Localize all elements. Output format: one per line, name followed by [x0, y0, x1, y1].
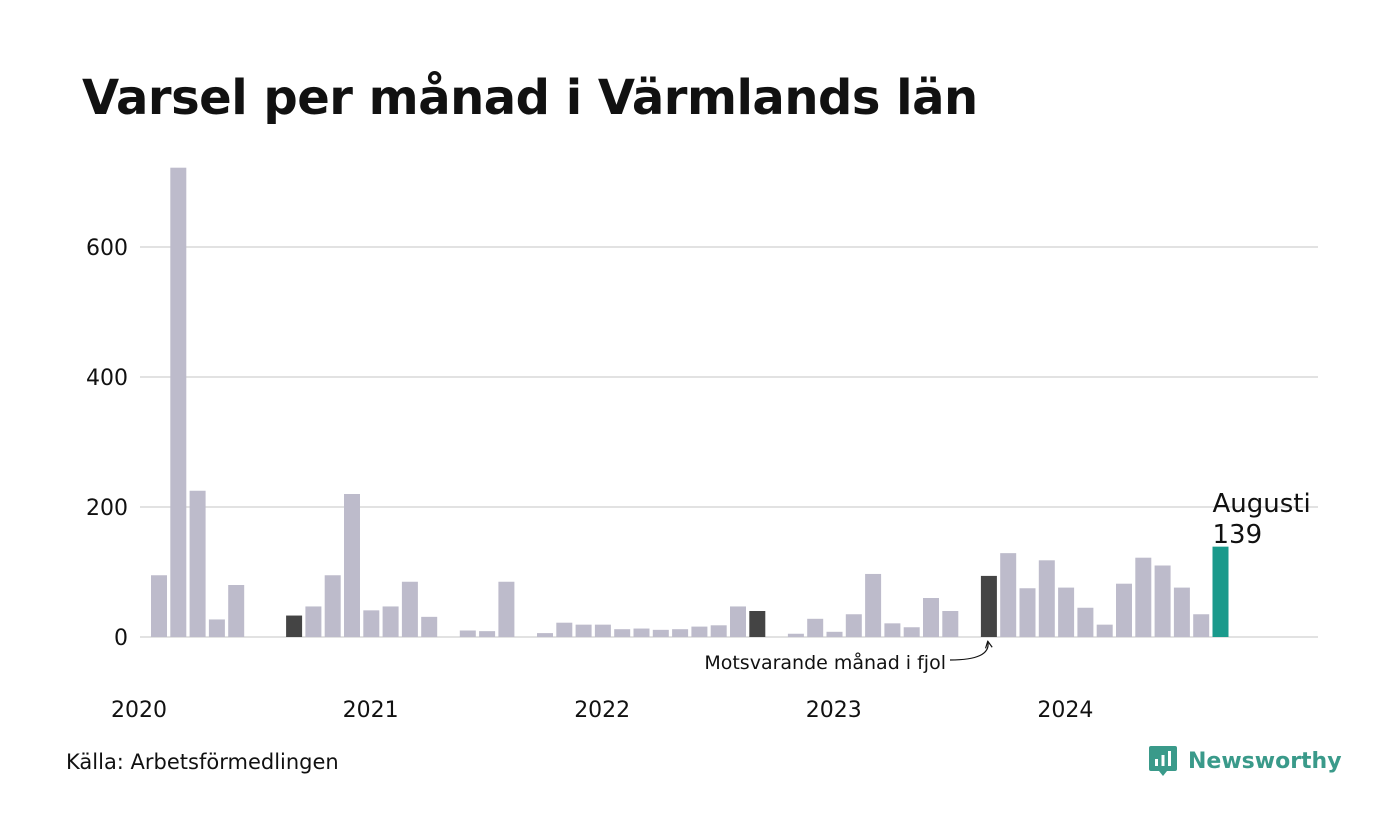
bar-2024-01 — [1077, 607, 1094, 637]
brand-name: Newsworthy — [1188, 748, 1342, 774]
bar-2021-09 — [537, 633, 553, 637]
bar-2023-03 — [884, 623, 901, 637]
bar-2020-05 — [228, 585, 245, 637]
bar-2022-08 — [749, 611, 766, 637]
bar-2021-12 — [594, 624, 611, 637]
bar-2021-02 — [401, 581, 418, 637]
bar-2020-03 — [189, 490, 206, 637]
bar-2021-11 — [575, 624, 592, 637]
bar-2022-03 — [652, 629, 669, 637]
bar-2023-04 — [903, 627, 920, 637]
bar-2023-12 — [1058, 587, 1075, 637]
bar-2024-04 — [1135, 557, 1152, 637]
y-tick-label: 200 — [86, 496, 128, 521]
bar-2023-10 — [1019, 588, 1036, 637]
bar-2023-05 — [923, 598, 939, 637]
y-tick-label: 400 — [86, 366, 128, 391]
bar-2024-03 — [1116, 583, 1132, 637]
bar-2024-08 — [1212, 546, 1229, 637]
annotation-arrow — [949, 642, 988, 661]
bar-2022-07 — [730, 606, 746, 637]
bar-2022-10 — [787, 633, 804, 637]
x-tick-label: 2022 — [574, 698, 630, 723]
x-tick-label: 2023 — [806, 698, 862, 723]
bar-2021-10 — [556, 622, 573, 637]
bar-2022-04 — [672, 629, 689, 637]
bar-2023-09 — [1000, 553, 1017, 637]
newsworthy-logo-icon — [1149, 746, 1177, 776]
bar-2022-11 — [807, 618, 824, 637]
bar-2021-06 — [479, 631, 496, 637]
bar-2020-04 — [208, 619, 225, 637]
bar-2021-07 — [498, 581, 515, 637]
y-axis-ticks: 0 200 400 600 — [86, 236, 128, 651]
bar-2023-02 — [865, 573, 882, 637]
bar-2020-11 — [344, 494, 360, 637]
x-tick-label: 2021 — [343, 698, 399, 723]
bar-2021-03 — [421, 616, 438, 637]
bar-2023-06 — [942, 611, 959, 637]
bar-2021-05 — [459, 630, 476, 637]
chart-title: Varsel per månad i Värmlands län — [82, 70, 978, 126]
bar-2023-08 — [980, 575, 997, 637]
latest-month-label: Augusti — [1213, 489, 1311, 519]
bar-2024-06 — [1173, 587, 1190, 637]
bar-2022-02 — [633, 628, 650, 637]
bar-2020-01 — [151, 575, 167, 637]
brand-logo[interactable]: Newsworthy — [1148, 744, 1342, 778]
bar-2020-09 — [305, 606, 322, 637]
bar-2020-10 — [324, 575, 341, 637]
y-tick-label: 600 — [86, 236, 128, 261]
bar-2020-12 — [363, 610, 380, 637]
bar-2023-01 — [845, 614, 862, 637]
bar-2020-08 — [286, 615, 303, 637]
latest-value-label: 139 — [1213, 520, 1263, 550]
x-tick-label: 2024 — [1037, 698, 1093, 723]
bar-chart: 0 200 400 600 2020 2021 2022 2023 2024 Augusti1… — [86, 167, 1318, 723]
bar-2024-07 — [1193, 614, 1210, 637]
bar-2022-05 — [691, 626, 708, 637]
bar-2023-11 — [1038, 560, 1055, 637]
bar-2020-02 — [170, 167, 187, 637]
annotation-label: Motsvarande månad i fjol — [704, 651, 946, 674]
x-tick-label: 2020 — [111, 698, 167, 723]
y-tick-label: 0 — [114, 626, 128, 651]
bar-2022-01 — [614, 629, 631, 637]
bar-2022-12 — [826, 631, 843, 637]
bar-2024-05 — [1154, 565, 1171, 637]
x-axis-ticks: 2020 2021 2022 2023 2024 — [111, 698, 1093, 723]
source-note: Källa: Arbetsförmedlingen — [66, 750, 339, 774]
bar-2021-01 — [382, 606, 399, 637]
bars — [151, 167, 1229, 637]
bar-2024-02 — [1096, 624, 1113, 637]
bar-2022-06 — [710, 625, 727, 637]
